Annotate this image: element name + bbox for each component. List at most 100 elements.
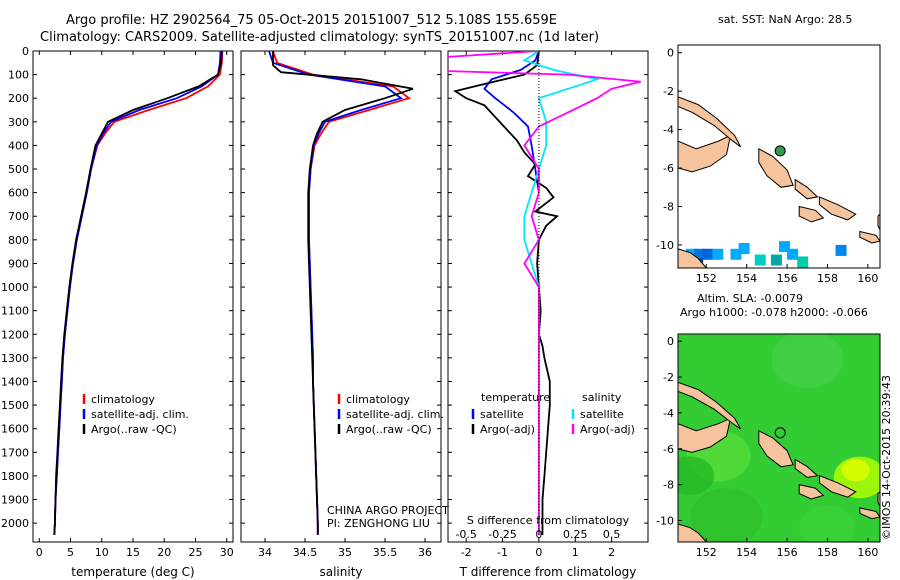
top-tick-label: 0.25 [563, 528, 588, 541]
coast-bougainville [758, 147, 794, 188]
legend-label: satellite-adj. clim. [346, 408, 444, 421]
map-content [678, 45, 880, 268]
sla-anomaly-blob [771, 334, 844, 388]
coast-choiseul [794, 458, 819, 478]
x-tick-label: 0 [535, 546, 542, 559]
map-y-tick-label: 0 [667, 47, 674, 60]
x-tick-label: 0 [36, 546, 43, 559]
coast-guadalcanal [859, 230, 880, 244]
map-y-tick-label: -8 [663, 200, 674, 213]
y-tick-label: 1500 [1, 399, 29, 412]
map-frame [677, 44, 881, 269]
map-y-tick-label: -4 [663, 407, 674, 420]
plot-frame [447, 50, 649, 543]
map-y-tick-label: -4 [663, 124, 674, 137]
argo-float-marker [774, 427, 786, 439]
coast-new-britain [678, 417, 732, 453]
sst-cell [754, 254, 766, 266]
y-tick-label: 800 [8, 234, 29, 247]
map-y-tick-label: -10 [656, 514, 674, 527]
legend-label: satellite [480, 408, 524, 421]
top-tick-label: 0.5 [603, 528, 621, 541]
map-y-tick-label: -6 [663, 443, 674, 456]
plot-frame [32, 50, 234, 543]
map-x-tick-label: 158 [817, 272, 838, 285]
coast-guadalcanal [859, 507, 880, 520]
sst-map-title: sat. SST: NaN Argo: 28.5 [718, 13, 853, 26]
coast-santa-isabel [818, 196, 857, 221]
x-tick-label: 34 [258, 546, 272, 559]
y-tick-label: 1700 [1, 446, 29, 459]
coast-choiseul [794, 178, 819, 200]
sst-cell [835, 244, 847, 256]
y-tick-label: 1000 [1, 281, 29, 294]
series-line-0 [483, 51, 540, 193]
x-tick-label: -1 [497, 546, 508, 559]
map-x-tick-label: 160 [857, 546, 878, 559]
legend-label: Argo(..raw -QC) [91, 423, 177, 436]
x-axis-label: salinity [319, 565, 362, 579]
series-group [448, 51, 641, 535]
x-tick-label: 25 [189, 546, 203, 559]
coast-png-mainland [678, 523, 707, 542]
coast-santa-isabel [818, 474, 857, 498]
sst-cell [712, 248, 724, 260]
chart-title-line1: Argo profile: HZ 2902564_75 05-Oct-2015 … [66, 13, 557, 28]
y-tick-label: 1200 [1, 328, 29, 341]
y-tick-label: 0 [22, 45, 29, 58]
map-y-tick-label: -2 [663, 371, 674, 384]
x-tick-label: 2 [608, 546, 615, 559]
series-group [53, 51, 224, 535]
coast-new-britain [678, 134, 732, 173]
coast-png-mainland [678, 248, 707, 268]
project-pi: PI: ZENGHONG LIU [327, 517, 430, 530]
map-x-tick-label: 156 [777, 546, 798, 559]
map-y-tick-label: -10 [656, 239, 674, 252]
sla-map-subtitle: Argo h1000: -0.078 h2000: -0.066 [680, 306, 868, 319]
y-tick-label: 1100 [1, 305, 29, 318]
map-frame [677, 333, 881, 543]
y-tick-label: 600 [8, 187, 29, 200]
y-tick-label: 1900 [1, 494, 29, 507]
x-axis-label: temperature (deg C) [71, 565, 194, 579]
x-tick-label: 35 [338, 546, 352, 559]
map-content [678, 334, 880, 542]
x-tick-label: -2 [461, 546, 472, 559]
x-tick-label: 20 [157, 546, 171, 559]
map-x-tick-label: 156 [777, 272, 798, 285]
series-line-1 [453, 51, 560, 535]
top-tick-label: -0.5 [455, 528, 476, 541]
y-tick-label: 200 [8, 92, 29, 105]
sst-cell [738, 243, 750, 255]
salinity-panel: 34 34.5 35 35.5 36 salinity climatology satelli… [240, 50, 444, 579]
map-x-tick-label: 152 [696, 272, 717, 285]
y-tick-label: 2000 [1, 517, 29, 530]
map-y-tick-label: -8 [663, 479, 674, 492]
temperature-panel: 0 5 10 15 20 25 300100200300400500600700800900… [1, 45, 234, 579]
legend-title-salinity: salinity [582, 391, 622, 404]
sst-cell [730, 248, 742, 260]
sst-cell [779, 241, 790, 253]
series-line-3 [448, 51, 641, 535]
legend-label: climatology [91, 393, 155, 406]
map-x-tick-label: 152 [696, 546, 717, 559]
y-tick-label: 700 [8, 210, 29, 223]
coast-new-georgia [798, 483, 825, 500]
top-tick-label: -0.25 [488, 528, 516, 541]
coast-bougainville [758, 429, 794, 468]
series-group [268, 51, 414, 535]
sst-cell [694, 248, 706, 260]
sst-cell [787, 248, 799, 260]
coast-new-georgia [798, 205, 825, 223]
chart-title-line2: Climatology: CARS2009. Satellite-adjuste… [40, 30, 600, 45]
y-tick-label: 1600 [1, 423, 29, 436]
plot-frame [240, 50, 442, 543]
y-tick-label: 900 [8, 257, 29, 270]
x-tick-label: 10 [95, 546, 109, 559]
legend-label: satellite-adj. clim. [91, 408, 189, 421]
y-tick-label: 300 [8, 116, 29, 129]
sst-cell [797, 256, 809, 268]
y-tick-label: 100 [8, 69, 29, 82]
sla-anomaly-blob [841, 459, 870, 482]
